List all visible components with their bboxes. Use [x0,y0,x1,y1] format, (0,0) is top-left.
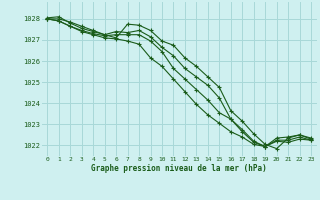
X-axis label: Graphe pression niveau de la mer (hPa): Graphe pression niveau de la mer (hPa) [91,164,267,173]
